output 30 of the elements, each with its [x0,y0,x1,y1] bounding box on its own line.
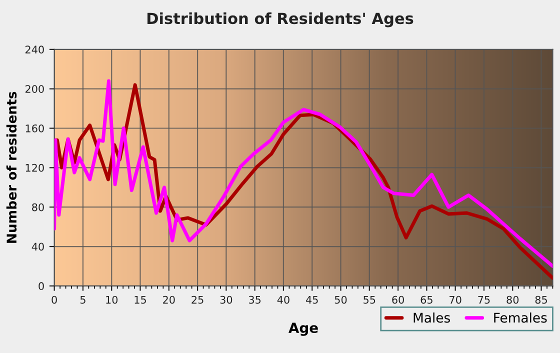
x-tick-label: 75 [478,296,490,304]
x-tick-label: 55 [364,296,376,304]
x-tick-label: 20 [163,296,175,304]
x-tick-label: 25 [192,296,204,304]
y-tick-label: 40 [32,242,44,251]
x-tick-label: 50 [334,296,347,304]
x-tick-label: 60 [392,296,404,304]
y-tick-label: 120 [26,164,44,172]
y-tick-label: 160 [26,124,44,132]
x-tick-label: 15 [134,296,146,304]
x-tick-label: 70 [450,296,462,304]
x-tick-label: 85 [535,296,547,304]
x-tick-label: 10 [106,296,118,304]
chart-title: Distribution of Residents' Ages [147,12,414,28]
x-tick-label: 5 [80,296,86,304]
x-axis-title: Age [288,322,318,336]
y-axis-title: Number of residents [6,92,17,243]
y-tick-label: 80 [32,203,44,212]
x-tick-label: 35 [248,296,261,304]
x-tick-label: 30 [220,296,232,304]
y-tick-label: 200 [25,85,44,93]
x-tick-label: 65 [420,296,432,304]
y-tick-label: 240 [25,46,44,54]
x-tick-label: 80 [506,296,519,304]
y-tick-label: 0 [38,282,44,290]
x-tick-label: 40 [277,296,290,304]
x-tick-label: 0 [52,296,57,304]
x-tick-label: 45 [306,296,318,304]
legend-label: Males [414,312,450,323]
legend-label: Females [494,312,547,323]
